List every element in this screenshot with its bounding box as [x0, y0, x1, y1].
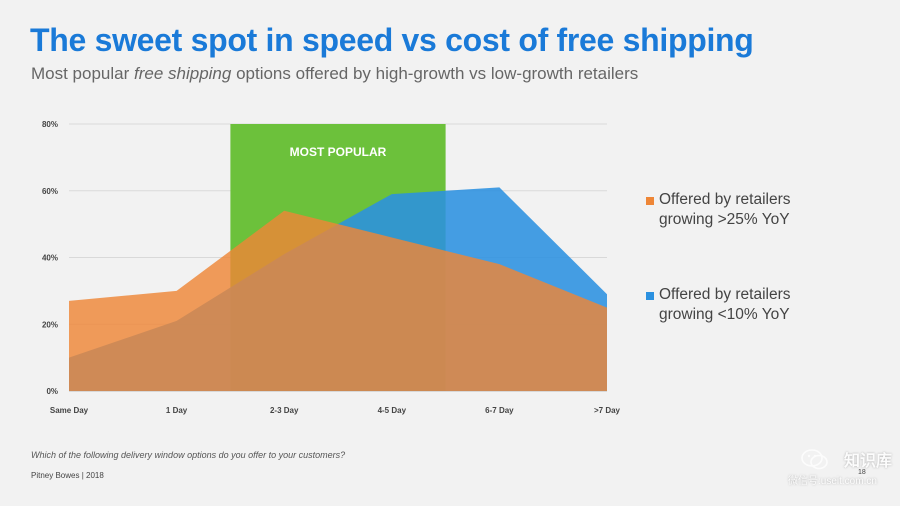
slide-subtitle: Most popular free shipping options offer…	[31, 64, 638, 84]
subtitle-emphasis: free shipping	[134, 64, 232, 83]
legend-item-low-growth: Offered by retailers growing <10% YoY	[646, 285, 819, 325]
x-tick-label: 2-3 Day	[270, 406, 299, 415]
y-tick-label: 40%	[42, 254, 58, 263]
x-tick-label: 1 Day	[166, 406, 188, 415]
subtitle-text-end: options offered by high-growth vs low-gr…	[231, 64, 639, 83]
series-areas	[69, 187, 607, 391]
subtitle-text-start: Most popular	[31, 64, 134, 83]
watermark: 知识库 微信号:useit.com.cn	[788, 444, 896, 488]
most-popular-label: MOST POPULAR	[290, 145, 387, 159]
y-tick-label: 80%	[42, 120, 58, 129]
legend-swatch-blue	[646, 292, 654, 300]
series-area-high-growth	[69, 210, 607, 391]
y-tick-label: 60%	[42, 187, 58, 196]
watermark-name: 知识库	[844, 453, 893, 470]
slide-title: The sweet spot in speed vs cost of free …	[30, 22, 754, 58]
wechat-icon	[801, 449, 828, 470]
legend-item-high-growth: Offered by retailers growing >25% YoY	[646, 190, 819, 230]
source-footer: Pitney Bowes | 2018	[31, 471, 104, 480]
x-tick-label: 6-7 Day	[485, 406, 514, 415]
legend-label-high-growth: Offered by retailers growing >25% YoY	[659, 191, 791, 228]
survey-question-footnote: Which of the following delivery window o…	[31, 450, 346, 460]
x-tick-label: >7 Day	[594, 406, 621, 415]
x-tick-label: Same Day	[50, 406, 89, 415]
axis-labels: 0% 20% 40% 60% 80% Same Day 1 Day 2-3 Day 4-5 Da…	[42, 120, 621, 415]
y-tick-label: 0%	[46, 387, 58, 396]
legend-swatch-orange	[646, 197, 654, 205]
x-tick-label: 4-5 Day	[378, 406, 407, 415]
watermark-url: 微信号:useit.com.cn	[788, 476, 877, 487]
legend-label-low-growth: Offered by retailers growing <10% YoY	[659, 286, 791, 323]
y-tick-label: 20%	[42, 320, 58, 329]
page-number: 18	[858, 469, 866, 476]
